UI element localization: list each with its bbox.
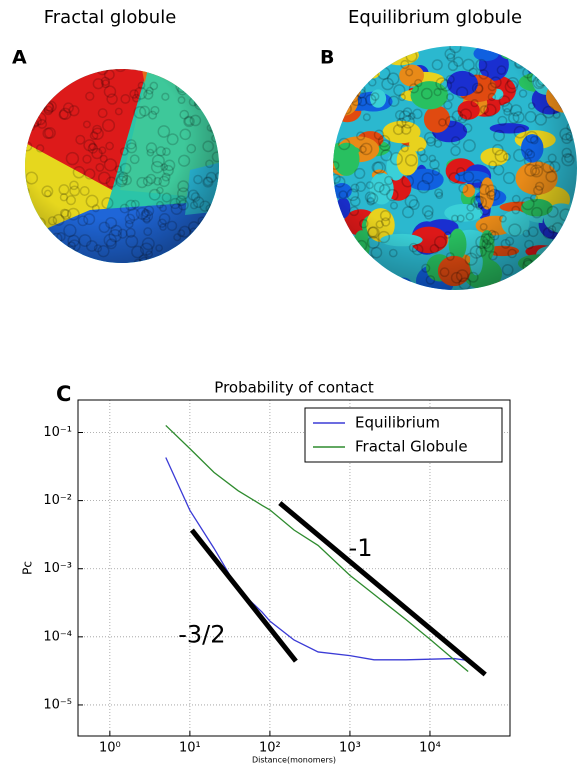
y-tick-label: 10⁻¹ — [43, 425, 72, 440]
series-line — [165, 457, 469, 662]
panel-label: C — [56, 382, 71, 406]
slope-guide — [278, 501, 487, 677]
slope-guide — [189, 528, 298, 663]
x-tick-label: 10⁰ — [99, 741, 121, 756]
slope-label: -3/2 — [178, 621, 225, 649]
legend-box — [304, 407, 503, 463]
x-tick-label: 10⁴ — [419, 741, 441, 756]
legend-label: Fractal Globule — [355, 438, 468, 456]
y-tick-label: 10⁻⁴ — [43, 629, 72, 644]
panel-label: A — [12, 47, 27, 69]
chart-title: Probability of contact — [214, 379, 374, 397]
equilibrium-globule-image — [333, 46, 577, 290]
panel-title: Fractal globule — [44, 7, 177, 28]
panel-label: B — [320, 47, 334, 69]
x-tick-label: 10³ — [339, 741, 361, 756]
fractal-globule-image — [25, 69, 219, 263]
panel-title: Equilibrium globule — [348, 7, 522, 28]
x-tick-label: 10¹ — [179, 741, 201, 756]
plot-frame — [77, 399, 511, 737]
series-line — [165, 424, 469, 672]
legend-label: Equilibrium — [355, 414, 440, 432]
y-tick-label: 10⁻³ — [43, 561, 72, 576]
x-axis-label: Distance(monomers) — [252, 756, 336, 765]
slope-label: -1 — [349, 534, 373, 562]
x-tick-label: 10² — [259, 741, 281, 756]
y-tick-label: 10⁻⁵ — [43, 697, 72, 712]
y-tick-label: 10⁻² — [43, 493, 72, 508]
y-axis-label: Pc — [21, 561, 35, 575]
